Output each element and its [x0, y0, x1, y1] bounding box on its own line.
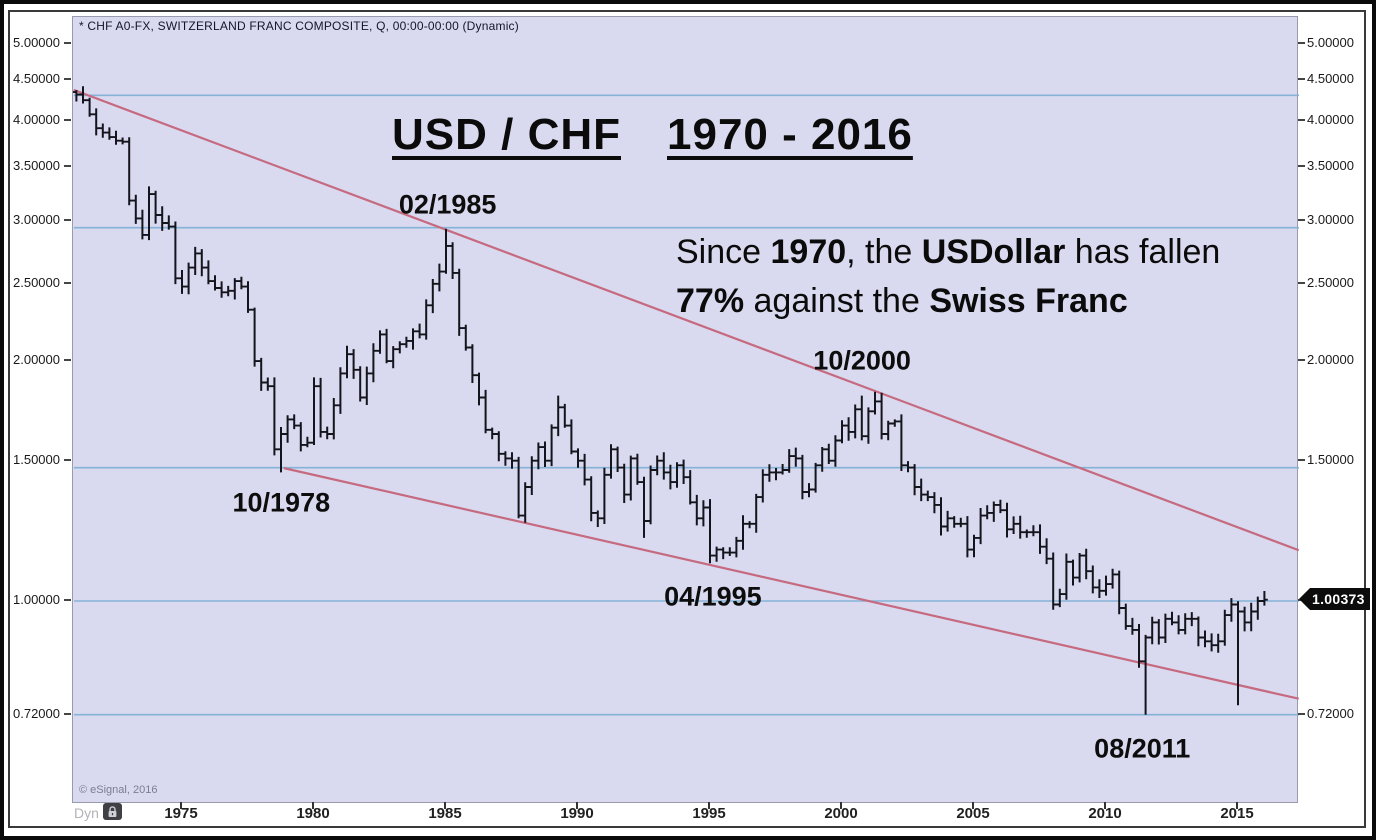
x-axis-tick: [840, 802, 842, 809]
price-tag-value: 1.00373: [1310, 587, 1370, 610]
x-axis-tick: [444, 802, 446, 809]
pivot-date-annotation: 02/1985: [398, 189, 497, 220]
y-axis-tick: [64, 165, 71, 168]
copyright-label: © eSignal, 2016: [79, 784, 158, 796]
x-axis-label: 1985: [428, 805, 462, 822]
price-bars: [75, 86, 1266, 715]
x-axis-label: 2015: [1220, 805, 1254, 822]
dynamic-data-label[interactable]: Dyn: [74, 805, 99, 821]
x-axis-tick: [1236, 802, 1238, 809]
y-axis-label: 3.50000: [1307, 158, 1354, 174]
bar-open-close-ticks: [73, 91, 1268, 663]
y-axis-label: 4.00000: [13, 112, 60, 128]
price-chart-svg[interactable]: [73, 17, 1299, 804]
y-axis-label: 0.72000: [1307, 705, 1354, 721]
symbol-header: * CHF A0-FX, SWITZERLAND FRANC COMPOSITE…: [79, 19, 519, 33]
chart-plot-area[interactable]: [72, 16, 1299, 804]
y-axis-label: 2.00000: [1307, 352, 1354, 368]
lock-icon[interactable]: [103, 803, 122, 820]
y-axis-tick: [1298, 218, 1305, 221]
price-tag-arrow-icon: [1299, 587, 1310, 610]
y-axis-tick: [1298, 359, 1305, 362]
pivot-date-annotation: 10/2000: [813, 345, 911, 376]
padlock-glyph: [108, 805, 117, 817]
y-axis-tick: [64, 119, 71, 122]
x-axis-label: 2005: [956, 805, 990, 822]
y-axis-tick: [1298, 78, 1305, 81]
x-axis-label: 2010: [1088, 805, 1122, 822]
last-price-tag: 1.00373: [1299, 587, 1370, 610]
y-axis-tick: [64, 712, 71, 715]
x-axis-label: 1980: [296, 805, 330, 822]
x-axis-tick: [1104, 802, 1106, 809]
x-axis-label: 1975: [164, 805, 198, 822]
y-axis-label: 2.50000: [1307, 274, 1354, 290]
y-axis-label: 2.50000: [13, 274, 60, 290]
pivot-date-annotation: 10/1978: [232, 487, 331, 518]
y-axis-tick: [1298, 165, 1305, 168]
y-axis-tick: [64, 41, 71, 44]
x-axis-label: 1995: [692, 805, 726, 822]
y-axis-label: 4.00000: [1307, 112, 1354, 128]
y-axis-tick: [64, 458, 71, 461]
chart-title: USD / CHF 1970 - 2016: [392, 110, 913, 160]
y-axis-label: 1.50000: [13, 451, 60, 467]
y-axis-tick: [1298, 41, 1305, 44]
y-axis-label: 1.50000: [1307, 451, 1354, 467]
y-axis-label: 3.00000: [13, 211, 60, 227]
chart-title-range: 1970 - 2016: [667, 110, 913, 159]
y-axis-tick: [64, 218, 71, 221]
y-axis-label: 0.72000: [13, 705, 60, 721]
y-axis-label: 3.00000: [1307, 211, 1354, 227]
y-axis-tick: [1298, 281, 1305, 284]
y-axis-label: 2.00000: [13, 352, 60, 368]
lower-channel-trendline: [283, 467, 1299, 700]
y-axis-tick: [1298, 712, 1305, 715]
x-axis-tick: [576, 802, 578, 809]
y-axis-tick: [64, 281, 71, 284]
y-axis-tick: [1298, 458, 1305, 461]
pivot-date-annotation: 08/2011: [1094, 733, 1191, 764]
chart-title-pair: USD / CHF: [392, 110, 621, 159]
x-axis-tick: [180, 802, 182, 809]
x-axis-label: 2000: [824, 805, 858, 822]
y-axis-label: 5.00000: [13, 34, 60, 50]
upper-channel-trendline: [73, 88, 1299, 552]
chart-commentary: Since 1970, the USDollar has fallen 77% a…: [676, 233, 1221, 320]
pivot-date-annotation: 04/1995: [664, 581, 762, 612]
x-axis-tick: [708, 802, 710, 809]
y-axis-tick: [64, 359, 71, 362]
y-axis-label: 4.50000: [1307, 71, 1354, 87]
y-axis-tick: [64, 599, 71, 601]
y-axis-label: 5.00000: [1307, 34, 1354, 50]
x-axis-label: 1990: [560, 805, 594, 822]
y-axis-label: 1.00000: [13, 592, 60, 607]
x-axis-tick: [312, 802, 314, 809]
y-axis-label: 3.50000: [13, 158, 60, 174]
y-axis-tick: [1298, 119, 1305, 122]
y-axis-label: 4.50000: [13, 71, 60, 87]
y-axis-tick: [64, 78, 71, 81]
x-axis-tick: [972, 802, 974, 809]
